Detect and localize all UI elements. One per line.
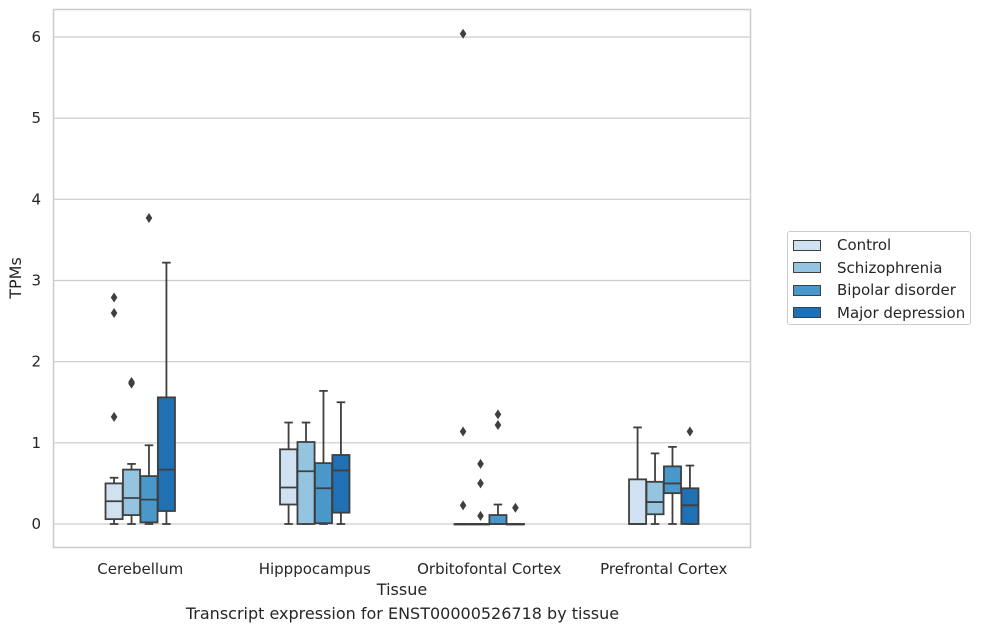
legend-label: Major depression [837,303,966,322]
legend-item-control: Control [793,235,891,255]
x-tick-labels: Cerebellum Hipppocampus Orbitofontal Corte… [97,560,727,578]
legend-swatch [793,284,821,296]
box-schizophrenia-3 [645,452,665,525]
box-major-depression-2 [505,502,525,526]
y-tick-labels: 0 1 2 3 4 5 6 [31,28,41,533]
box-iqr [122,468,141,516]
outlier-point [477,478,484,489]
legend-swatch [793,239,821,251]
box-schizophrenia-2 [471,458,490,526]
legend: Control Schizophrenia Bipolar disorder Majo… [787,231,971,325]
legend-item-bipolar-disorder: Bipolar disorder [793,280,956,300]
outlier-point [110,411,118,422]
box-major-depression-0 [156,261,176,525]
legend-label: Bipolar disorder [837,281,956,299]
box-major-depression-3 [680,426,700,525]
y-tick-label-4: 4 [31,190,41,208]
box-control-1 [279,421,299,525]
y-tick-label-5: 5 [31,109,41,127]
box-iqr [628,478,648,525]
box-iqr [314,462,333,525]
box-iqr [296,441,316,525]
legend-label: Control [837,236,892,254]
box-control-3 [628,426,648,525]
x-tick-label-cerebellum: Cerebellum [97,560,183,578]
y-tick-label-6: 6 [31,28,41,46]
box-control-0 [104,292,124,525]
y-axis-label: TPMs [6,257,25,300]
box-bipolar-disorder-3 [663,445,682,525]
outlier-point [459,500,467,511]
outlier-point [494,419,502,430]
box-bipolar-disorder-1 [314,389,333,525]
chart-title: Transcript expression for ENST0000052671… [185,604,620,623]
outlier-point [477,458,484,469]
legend-swatch [793,307,821,318]
y-tick-label-3: 3 [31,272,41,290]
outlier-point [128,376,135,387]
box-control-2 [453,28,473,526]
outlier-point [110,292,118,303]
box-iqr [156,396,176,512]
boxes [104,28,700,526]
outlier-point [686,426,694,437]
x-tick-label-orbitofontal-cortex: Orbitofontal Cortex [417,560,561,578]
outlier-point [145,213,153,224]
box-iqr [279,448,299,506]
legend-label: Schizophrenia [837,258,943,277]
box-iqr [488,514,508,525]
box-schizophrenia-1 [296,421,316,525]
legend-item-major-depression: Major depression [793,303,965,323]
box-iqr [645,480,665,516]
box-schizophrenia-0 [122,376,141,525]
box-bipolar-disorder-2 [488,409,508,525]
x-tick-label-hipppocampus: Hipppocampus [259,560,371,578]
y-tick-label-1: 1 [31,434,41,452]
outlier-point [494,409,502,420]
outlier-point [477,510,484,521]
box-iqr [331,454,351,514]
outlier-point [459,426,467,437]
outlier-point [459,28,467,39]
box-bipolar-disorder-0 [139,213,159,525]
outlier-point [512,502,519,513]
x-tick-label-prefrontal-cortex: Prefrontal Cortex [600,560,727,578]
box-major-depression-1 [331,401,351,525]
x-axis-label: Tissue [376,580,427,599]
y-tick-label-0: 0 [31,515,41,533]
y-tick-label-2: 2 [31,353,41,371]
outlier-point [110,307,118,318]
legend-item-schizophrenia: Schizophrenia [793,258,942,278]
plot-area-frame [52,8,752,549]
legend-swatch [793,262,821,273]
box-iqr [663,465,682,495]
